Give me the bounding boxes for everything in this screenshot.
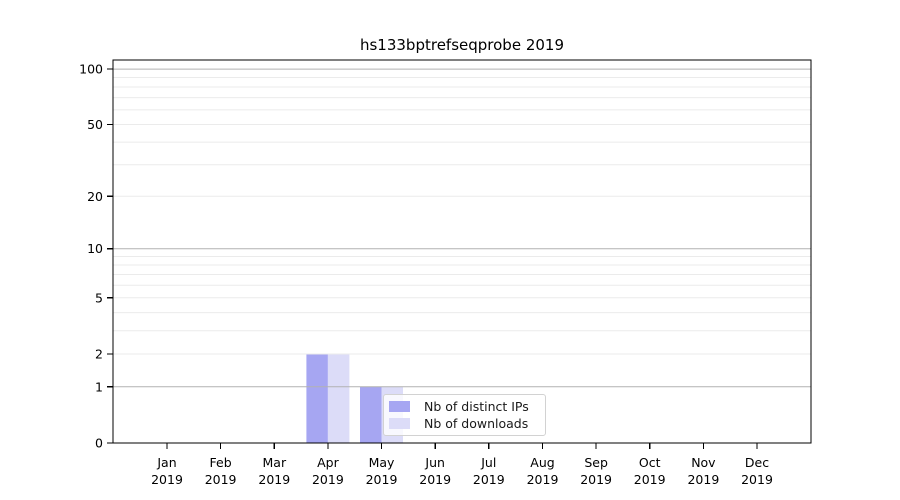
- legend-item-distinct-ips: Nb of distinct IPs: [389, 399, 538, 414]
- x-tick-label-month-dec: Dec: [745, 455, 769, 470]
- legend-label-downloads: Nb of downloads: [424, 416, 529, 431]
- x-tick-label-month-may: May: [369, 455, 395, 470]
- x-tick-label-year-sep: 2019: [580, 472, 612, 487]
- x-tick-label-year-jan: 2019: [151, 472, 183, 487]
- y-tick-label-0: 0: [95, 436, 103, 451]
- x-tick-label-year-oct: 2019: [634, 472, 666, 487]
- x-tick-label-year-dec: 2019: [741, 472, 773, 487]
- x-tick-label-month-nov: Nov: [691, 455, 716, 470]
- x-tick-label-month-jun: Jun: [424, 455, 445, 470]
- x-tick-label-year-jun: 2019: [419, 472, 451, 487]
- bar-nb-of-distinct-ips-apr-2019: [306, 354, 328, 443]
- legend-swatch-distinct-ips: [389, 401, 410, 412]
- chart-title: hs133bptrefseqprobe 2019: [359, 36, 565, 54]
- legend-item-downloads: Nb of downloads: [389, 416, 538, 431]
- y-tick-label-5: 5: [95, 290, 103, 305]
- y-tick-label-2: 2: [95, 347, 103, 362]
- x-tick-label-year-mar: 2019: [258, 472, 290, 487]
- x-tick-label-month-mar: Mar: [263, 455, 287, 470]
- x-tick-label-year-aug: 2019: [527, 472, 559, 487]
- y-tick-label-1: 1: [95, 379, 103, 394]
- bar-nb-of-distinct-ips-may-2019: [360, 386, 382, 443]
- x-tick-label-month-feb: Feb: [210, 455, 232, 470]
- x-tick-label-month-apr: Apr: [317, 455, 339, 470]
- legend-swatch-downloads: [389, 418, 410, 429]
- axes-frame: [112, 59, 812, 444]
- x-tick-label-year-nov: 2019: [687, 472, 719, 487]
- legend: Nb of distinct IPs Nb of downloads: [383, 394, 546, 436]
- x-tick-label-year-feb: 2019: [205, 472, 237, 487]
- y-tick-label-100: 100: [79, 62, 103, 77]
- y-tick-label-50: 50: [87, 117, 103, 132]
- x-tick-label-year-apr: 2019: [312, 472, 344, 487]
- x-tick-label-month-aug: Aug: [530, 455, 554, 470]
- x-tick-label-year-may: 2019: [366, 472, 398, 487]
- legend-label-distinct-ips: Nb of distinct IPs: [424, 399, 529, 414]
- x-tick-label-month-jul: Jul: [480, 455, 496, 470]
- y-tick-label-20: 20: [87, 189, 103, 204]
- x-tick-label-month-oct: Oct: [639, 455, 661, 470]
- y-tick-label-10: 10: [87, 241, 103, 256]
- x-tick-label-month-sep: Sep: [584, 455, 608, 470]
- x-tick-label-month-jan: Jan: [156, 455, 176, 470]
- x-tick-label-year-jul: 2019: [473, 472, 505, 487]
- bar-nb-of-downloads-apr-2019: [327, 354, 350, 443]
